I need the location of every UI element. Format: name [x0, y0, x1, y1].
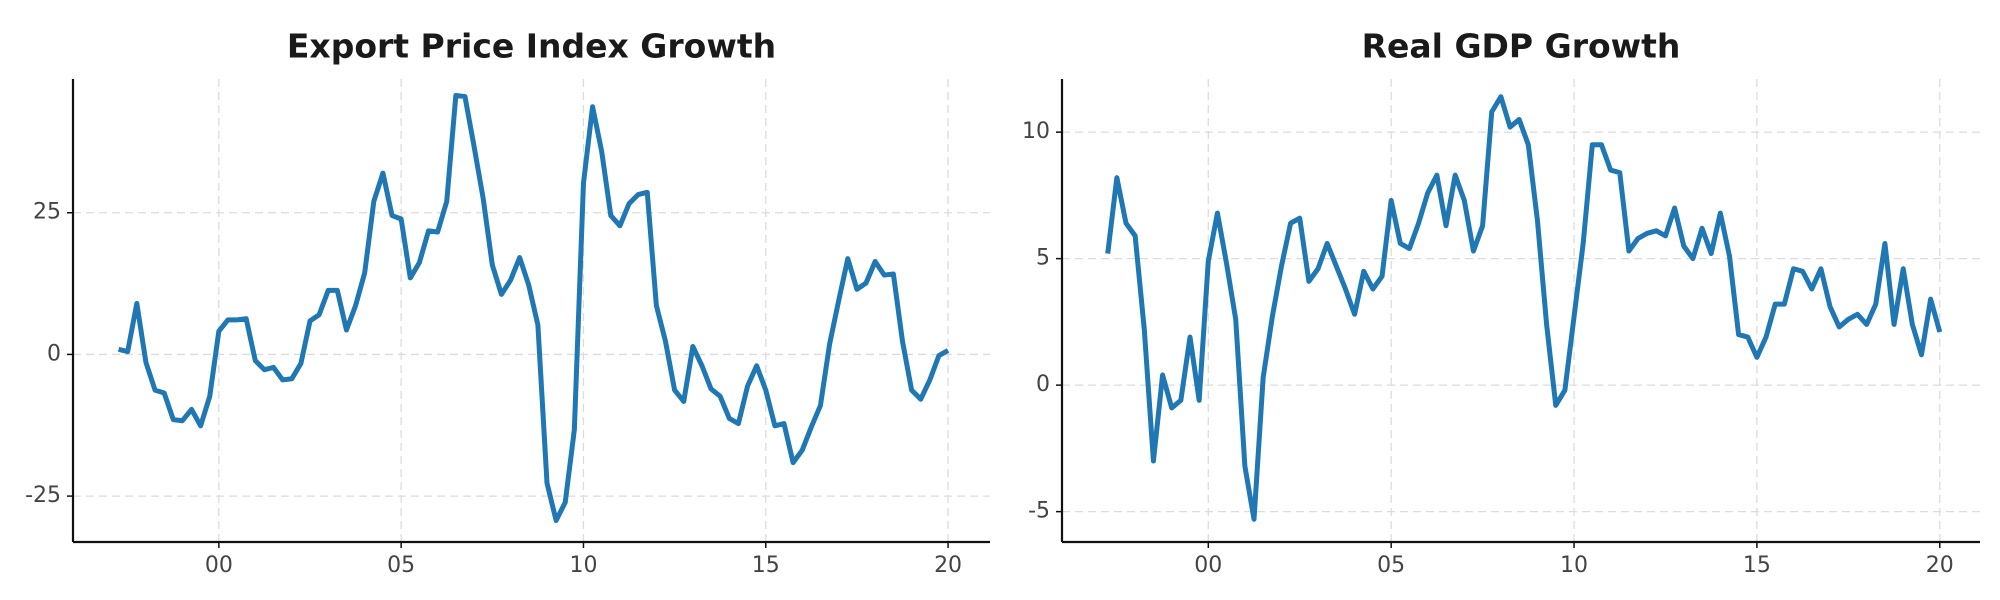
x-tick-label: 20 — [1926, 553, 1954, 578]
y-tick-label: 0 — [1036, 372, 1050, 397]
x-tick-label: 15 — [1743, 553, 1771, 578]
x-tick-label: 10 — [569, 553, 597, 578]
y-tick-label: 25 — [33, 200, 61, 225]
y-tick-label: -5 — [1028, 499, 1050, 524]
data-line — [117, 92, 950, 523]
x-tick-label: 05 — [387, 553, 415, 578]
y-tick-label: 10 — [1022, 119, 1050, 144]
x-tick-label: 00 — [1194, 553, 1222, 578]
chart-title: Real GDP Growth — [1362, 27, 1681, 66]
y-tick-label: -25 — [25, 483, 61, 508]
y-tick-label: 5 — [1036, 246, 1050, 271]
x-tick-label: 05 — [1377, 553, 1405, 578]
x-tick-label: 15 — [752, 553, 780, 578]
x-tick-label: 20 — [934, 553, 962, 578]
chart-title: Export Price Index Growth — [287, 27, 776, 66]
y-tick-label: 0 — [47, 341, 61, 366]
x-tick-label: 00 — [205, 553, 233, 578]
data-line — [1105, 94, 1943, 522]
x-tick-label: 10 — [1560, 553, 1588, 578]
